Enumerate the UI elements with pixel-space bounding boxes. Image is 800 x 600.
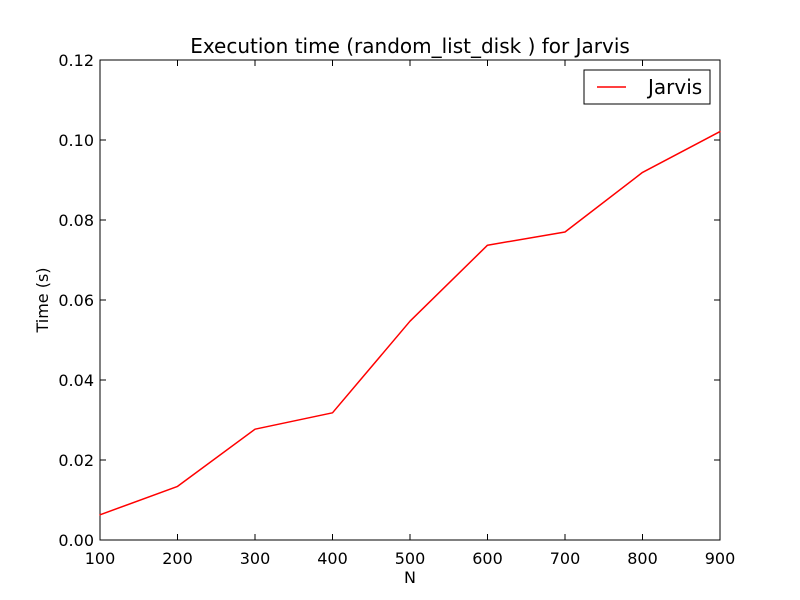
y-tick-label: 0.02 — [58, 451, 94, 470]
legend: Jarvis — [583, 69, 711, 105]
series-group — [99, 130, 721, 516]
x-axis-label: N — [404, 568, 416, 587]
x-tick-label: 500 — [395, 549, 426, 568]
x-tick-label: 200 — [162, 549, 193, 568]
y-tick-label: 0.08 — [58, 211, 94, 230]
legend-series-label: Jarvis — [646, 75, 702, 99]
y-tick-label: 0.06 — [58, 291, 94, 310]
chart-title: Execution time (random_list_disk ) for J… — [190, 34, 630, 58]
y-tick-label: 0.04 — [58, 371, 94, 390]
x-tick-label: 900 — [705, 549, 736, 568]
x-tick-label: 300 — [240, 549, 271, 568]
plot-frame — [99, 59, 721, 541]
y-tick-label: 0.10 — [58, 131, 94, 150]
x-tick-label: 100 — [85, 549, 116, 568]
y-tick-label: 0.12 — [58, 51, 94, 70]
y-tick-label: 0.00 — [58, 531, 94, 550]
y-axis-label: Time (s) — [33, 267, 52, 333]
x-tick-label: 600 — [472, 549, 503, 568]
x-tick-label: 800 — [627, 549, 658, 568]
plot-area-group — [99, 59, 721, 541]
x-tick-label: 700 — [550, 549, 581, 568]
x-tick-label: 400 — [317, 549, 348, 568]
tick-group: 100 200 300 400 500 600 700 800 900 0.00 0.02 0.04 0… — [58, 51, 735, 568]
